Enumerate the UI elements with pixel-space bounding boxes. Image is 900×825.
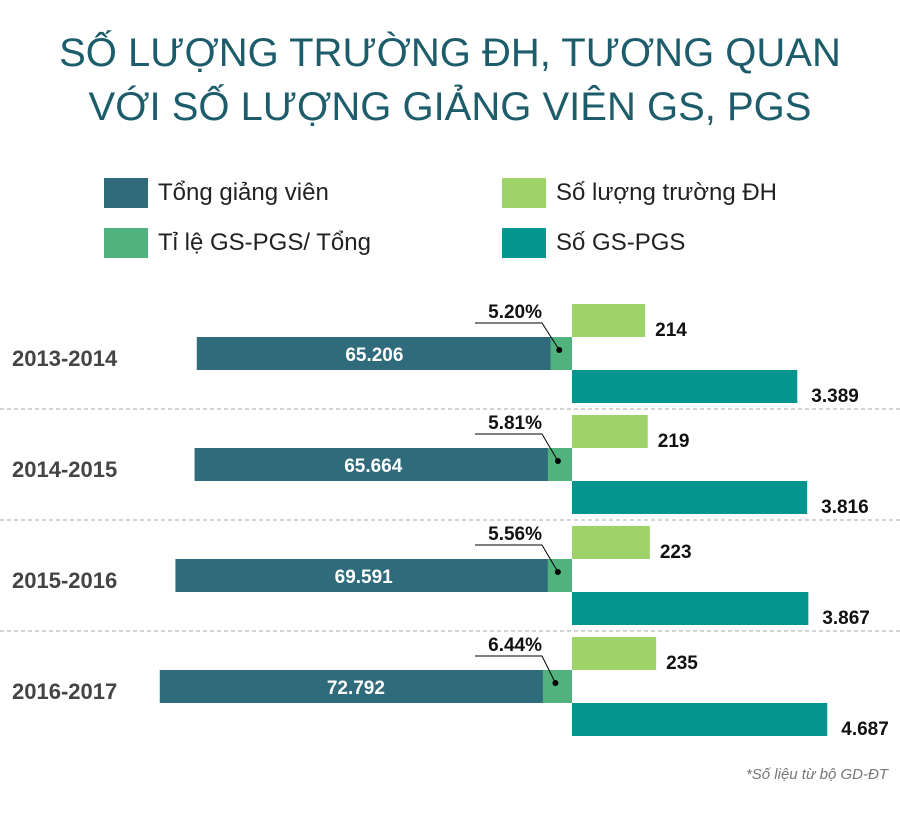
legend-label: Tỉ lệ GS-PGS/ Tổng [158,229,371,256]
value-label-gs-pgs: 4.687 [841,719,889,740]
value-label-gs-pgs: 3.816 [821,497,869,518]
legend-swatch [502,178,546,208]
ratio-callout-line [475,544,559,573]
ratio-callout-line [475,433,559,462]
value-label-gs-pgs: 3.867 [822,608,870,629]
source-note: *Số liệu từ bộ GD-ĐT [745,766,888,783]
legend-label: Tổng giảng viên [158,179,329,206]
value-label-ratio: 6.44% [488,635,542,656]
bar-gs-pgs [572,592,809,625]
bar-gs-pgs [572,481,808,514]
value-label-total: 69.591 [335,567,394,588]
ratio-callout-line [475,322,560,351]
bar-total [196,337,572,370]
bar-ratio [542,670,572,703]
value-label-ratio: 5.81% [488,413,542,434]
category-label: 2014-2015 [12,457,117,482]
bar-total [175,559,572,592]
title-line-1: SỐ LƯỢNG TRƯỜNG ĐH, TƯƠNG QUAN [59,31,841,75]
bar-total [159,670,573,703]
value-label-ratio: 5.20% [488,302,542,323]
bar-schools [572,637,657,670]
legend-item-total: Tổng giảng viên [104,178,329,208]
value-label-schools: 214 [655,320,687,341]
bar-ratio [547,448,572,481]
legend-swatch [104,178,148,208]
bar-total [194,448,572,481]
value-label-ratio: 5.56% [488,524,542,545]
legend-label: Số lượng trường ĐH [556,179,778,206]
value-label-total: 72.792 [327,678,385,699]
legend-item-ratio: Tỉ lệ GS-PGS/ Tổng [104,228,371,258]
legend-swatch [502,228,546,258]
value-label-total: 65.664 [344,456,403,477]
bar-ratio [547,559,572,592]
bar-schools [572,415,648,448]
value-label-schools: 219 [658,431,690,452]
bar-gs-pgs [572,370,798,403]
title-line-2: VỚI SỐ LƯỢNG GIẢNG VIÊN GS, PGS [88,85,812,129]
value-label-schools: 223 [660,542,692,563]
category-label: 2015-2016 [12,568,117,593]
legend-swatch [104,228,148,258]
value-label-schools: 235 [666,653,698,674]
bar-schools [572,526,650,559]
bar-gs-pgs [572,703,828,736]
bar-schools [572,304,646,337]
value-label-gs-pgs: 3.389 [811,386,859,407]
category-label: 2016-2017 [12,679,117,704]
legend-item-schools: Số lượng trường ĐH [502,178,777,208]
legend-label: Số GS-PGS [556,229,686,256]
value-label-total: 65.206 [345,345,403,366]
ratio-callout-line [475,655,556,684]
category-label: 2013-2014 [12,346,118,371]
legend-item-gs: Số GS-PGS [502,228,685,258]
